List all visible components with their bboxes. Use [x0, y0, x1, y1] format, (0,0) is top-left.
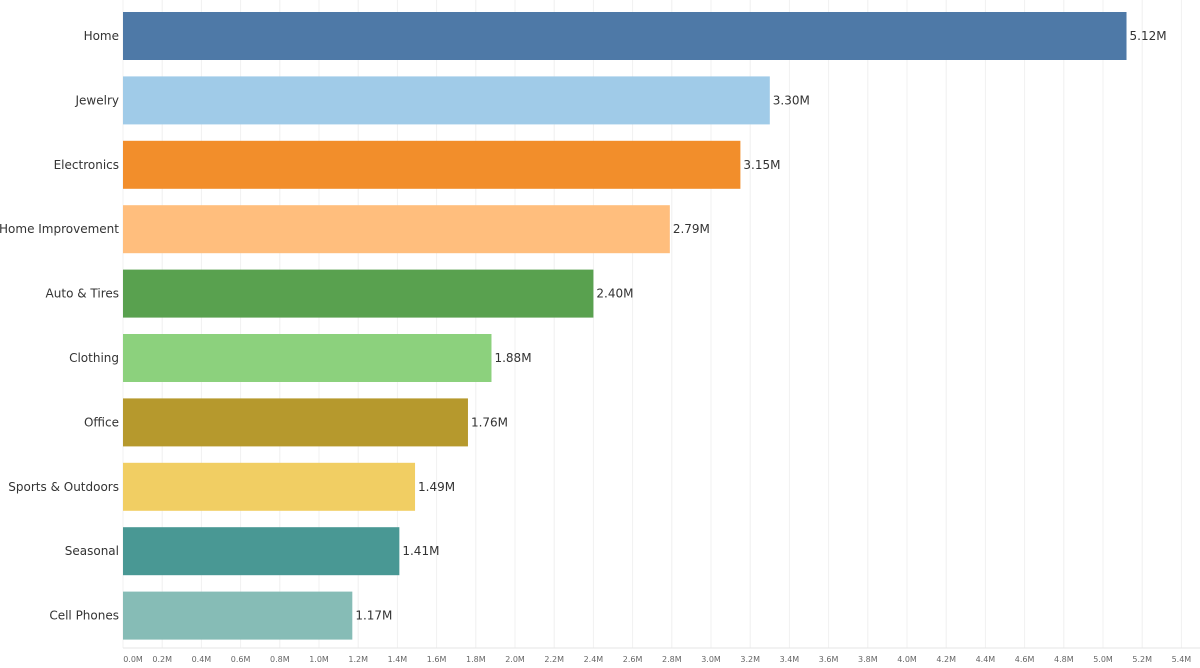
x-tick-label: 1.4M — [388, 655, 408, 664]
bar — [123, 205, 670, 254]
x-tick-label: 2.8M — [662, 655, 682, 664]
x-tick-label: 5.2M — [1132, 655, 1152, 664]
x-tick-label: 2.2M — [544, 655, 564, 664]
x-tick-label: 1.8M — [466, 655, 486, 664]
category-label: Clothing — [69, 351, 119, 365]
x-tick-label: 4.2M — [936, 655, 956, 664]
data-label: 1.49M — [418, 480, 455, 494]
bar — [123, 462, 416, 511]
category-label: Sports & Outdoors — [8, 480, 119, 494]
data-label: 3.15M — [743, 158, 780, 172]
x-tick-label: 5.0M — [1093, 655, 1113, 664]
data-label: 1.17M — [355, 609, 392, 623]
category-label: Jewelry — [75, 93, 120, 107]
x-tick-label: 0.2M — [152, 655, 172, 664]
x-tick-label: 5.4M — [1172, 655, 1192, 664]
data-label: 1.41M — [402, 544, 439, 558]
category-label: Home Improvement — [0, 222, 119, 236]
category-label: Auto & Tires — [46, 287, 119, 301]
data-label: 2.79M — [673, 222, 710, 236]
category-label: Office — [84, 415, 119, 429]
x-tick-label: 0.8M — [270, 655, 290, 664]
x-tick-label: 2.0M — [505, 655, 525, 664]
x-tick-label: 4.0M — [897, 655, 917, 664]
bar — [123, 12, 1127, 60]
x-tick-label: 3.4M — [780, 655, 800, 664]
x-tick-label: 1.0M — [309, 655, 329, 664]
x-tick-label: 4.6M — [1015, 655, 1035, 664]
x-tick-label: 0.0M — [123, 655, 143, 664]
x-tick-label: 2.6M — [623, 655, 643, 664]
bar — [123, 527, 400, 576]
x-tick-label: 3.2M — [740, 655, 760, 664]
data-label: 5.12M — [1130, 29, 1167, 43]
bar — [123, 269, 594, 318]
category-label: Seasonal — [65, 544, 119, 558]
category-label: Electronics — [54, 158, 119, 172]
x-tick-label: 0.4M — [192, 655, 212, 664]
bar — [123, 140, 741, 189]
category-label: Cell Phones — [49, 609, 119, 623]
x-tick-label: 0.6M — [231, 655, 251, 664]
category-label: Home — [84, 29, 119, 43]
x-tick-label: 4.4M — [976, 655, 996, 664]
x-tick-label: 1.6M — [427, 655, 447, 664]
data-label: 1.88M — [494, 351, 531, 365]
bar — [123, 334, 492, 382]
bar — [123, 76, 770, 125]
x-tick-label: 3.6M — [819, 655, 839, 664]
x-tick-label: 3.0M — [701, 655, 721, 664]
x-tick-label: 2.4M — [584, 655, 604, 664]
bar — [123, 591, 353, 640]
x-tick-label: 3.8M — [858, 655, 878, 664]
data-label: 1.76M — [471, 415, 508, 429]
data-label: 2.40M — [596, 287, 633, 301]
x-tick-label: 1.2M — [348, 655, 368, 664]
x-tick-label: 4.8M — [1054, 655, 1074, 664]
bar — [123, 398, 468, 447]
data-label: 3.30M — [773, 93, 810, 107]
